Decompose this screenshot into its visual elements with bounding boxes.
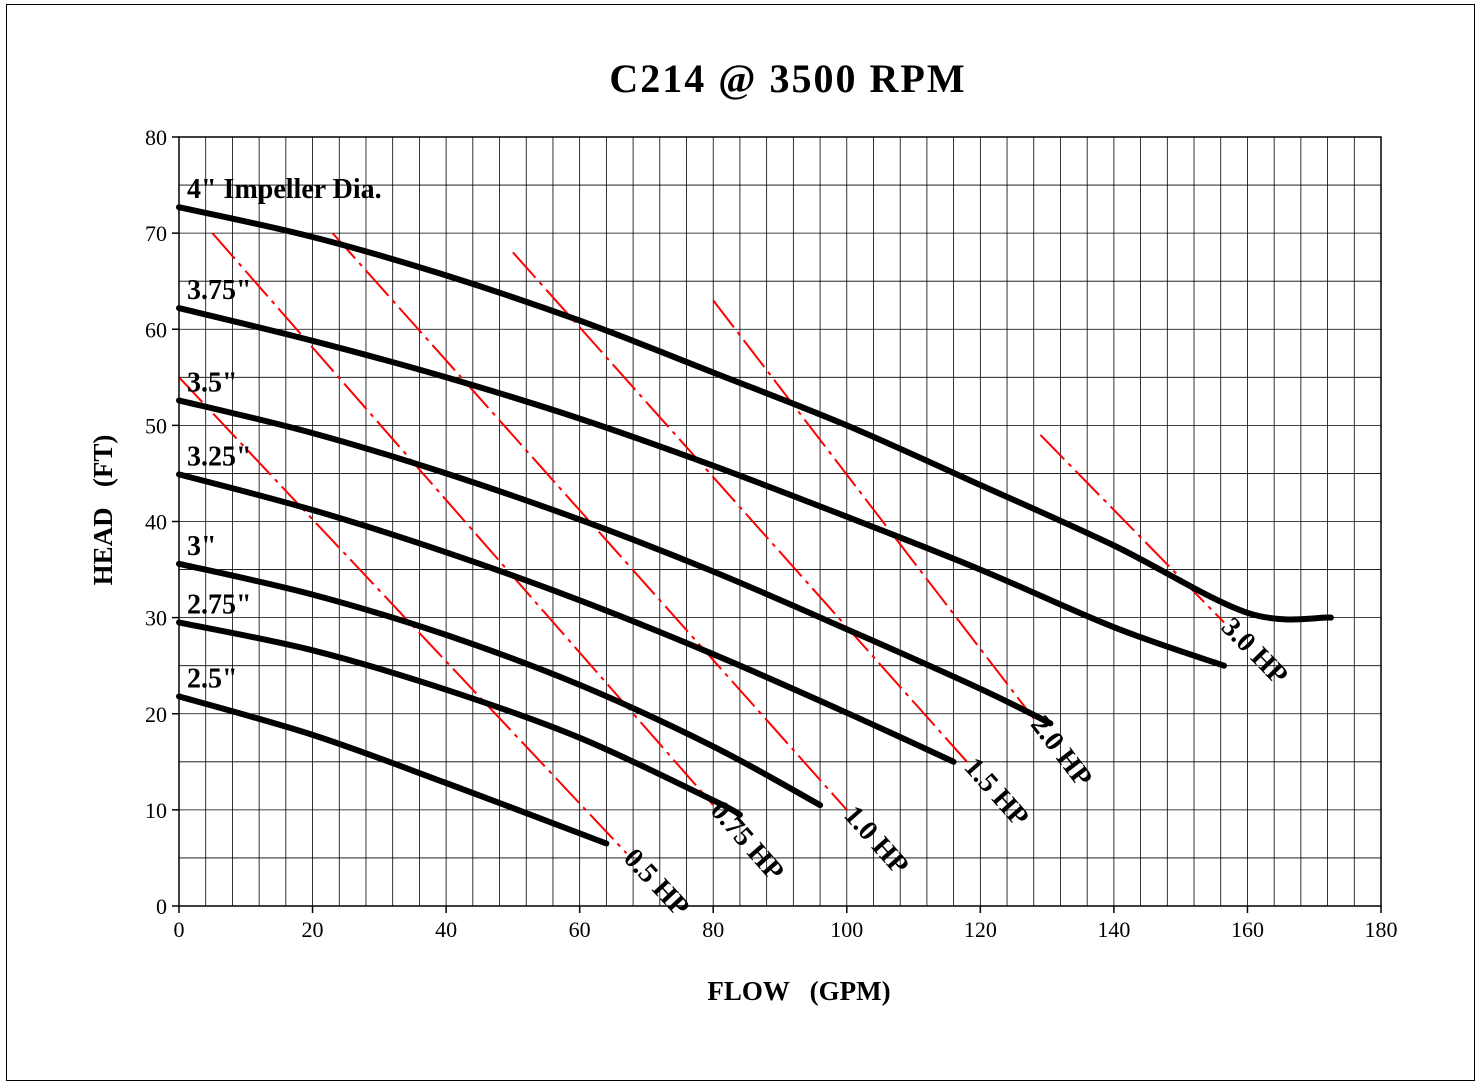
x-tick-label: 160 xyxy=(1231,917,1264,942)
hp-line xyxy=(178,376,628,854)
y-tick-label: 20 xyxy=(145,702,167,727)
y-tick-label: 0 xyxy=(156,894,167,919)
x-tick-label: 60 xyxy=(569,917,591,942)
series-label: 3" xyxy=(187,531,217,562)
impeller-curve xyxy=(176,560,824,809)
hp-label: 3.0 HP xyxy=(1215,612,1294,691)
hp-line xyxy=(331,232,848,811)
x-tick-label: 80 xyxy=(702,917,724,942)
hp-label: 0.5 HP xyxy=(617,843,695,923)
series-label: 4" Impeller Dia. xyxy=(187,174,382,205)
x-axis-label: FLOW (GPM) xyxy=(707,976,890,1006)
impeller-curve xyxy=(176,693,610,847)
x-tick-label: 100 xyxy=(830,917,863,942)
x-tick-label: 120 xyxy=(964,917,997,942)
x-tick-label: 140 xyxy=(1097,917,1130,942)
y-tick-label: 70 xyxy=(145,221,167,246)
y-tick-label: 10 xyxy=(145,798,167,823)
series-label: 3.5" xyxy=(187,367,238,398)
hp-line xyxy=(211,232,714,806)
labels: 4" Impeller Dia. 3.75" 3.5" 3.25" 3" 2.75" 2.5… xyxy=(187,174,1294,923)
y-tick-label: 80 xyxy=(145,125,167,150)
axes: 0 20 40 60 80 100 120 140 160 180 0 10 20 30 40 50 60 70 8… xyxy=(145,125,1398,942)
impeller-curve xyxy=(176,305,1228,669)
series-label: 2.75" xyxy=(187,589,252,620)
hp-label: 1.0 HP xyxy=(838,800,915,881)
hp-line xyxy=(1039,434,1225,624)
y-axis-label: HEAD (FT) xyxy=(88,435,118,586)
x-tick-label: 20 xyxy=(302,917,324,942)
series-label: 3.25" xyxy=(187,441,252,472)
impeller-curve xyxy=(176,471,957,765)
series-label: 3.75" xyxy=(187,275,252,306)
x-tick-label: 0 xyxy=(174,917,185,942)
impeller-curve xyxy=(176,204,1334,623)
y-tick-label: 40 xyxy=(145,510,167,535)
hp-label: 1.5 HP xyxy=(958,752,1035,833)
impeller-curve xyxy=(176,619,743,818)
chart-frame xyxy=(6,4,1475,1081)
y-tick-label: 50 xyxy=(145,413,167,438)
hp-line xyxy=(712,299,1035,720)
hp-label: 0.75 HP xyxy=(704,795,790,887)
series-label: 2.5" xyxy=(187,663,238,694)
y-tick-label: 30 xyxy=(145,606,167,631)
hp-line xyxy=(512,251,968,763)
y-tick-label: 60 xyxy=(145,317,167,342)
chart-title: C214 @ 3500 RPM xyxy=(609,56,966,101)
x-tick-label: 40 xyxy=(435,917,457,942)
x-tick-label: 180 xyxy=(1365,917,1398,942)
impeller-curves xyxy=(176,204,1334,847)
impeller-curve xyxy=(176,397,1054,727)
